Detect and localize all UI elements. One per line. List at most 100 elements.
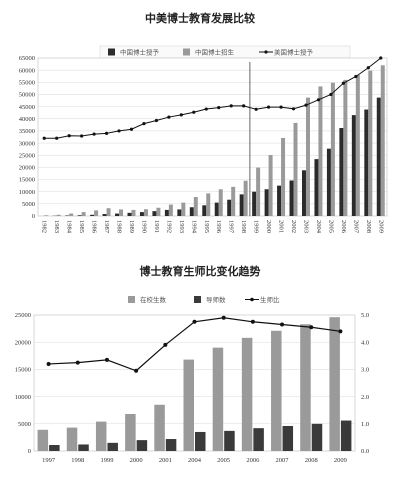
point-us-awarded [192, 110, 196, 114]
point-us-awarded [266, 105, 271, 109]
y-tick-label: 45000 [19, 104, 35, 111]
x-tick-label: 1999 [100, 457, 113, 464]
bar-supervisors [253, 428, 264, 451]
bar-cn-enrolled [380, 65, 385, 217]
bar-cn-enrolled [81, 212, 86, 216]
point-us-awarded [316, 98, 321, 102]
y-tick-label: 5000 [18, 421, 31, 428]
legend: 中国博士授予 中国博士招生 美国博士授予 [99, 45, 351, 59]
point-student-teacher-ratio [104, 357, 109, 362]
y-tick-label: 15000 [19, 177, 35, 184]
bar-students [212, 347, 224, 451]
x-tick-label: 2001 [159, 457, 172, 464]
bar-cn-awarded [90, 214, 95, 216]
x-tick-label: 1989 [128, 220, 135, 233]
bar-students [271, 330, 282, 451]
x-tick-label: 2006 [340, 220, 347, 234]
bar-cn-enrolled [256, 167, 261, 216]
x-tick-label: 2008 [305, 457, 318, 464]
point-student-teacher-ratio [163, 342, 168, 347]
legend-label: 生师比 [260, 295, 280, 304]
y-tick-label: 60000 [19, 67, 35, 74]
bar-supervisors [107, 442, 118, 451]
bar-cn-enrolled [131, 209, 136, 216]
bar-cn-awarded [339, 128, 344, 216]
y-tick-label: 50000 [19, 92, 35, 99]
bar-cn-enrolled [143, 209, 148, 216]
legend: 在校生数 导师数 生师比 [128, 295, 280, 304]
bar-cn-awarded [214, 202, 219, 216]
x-tick-label: 2005 [217, 457, 230, 464]
point-us-awarded [254, 107, 258, 111]
bar-cn-enrolled [106, 208, 111, 216]
legend-swatch [183, 48, 190, 56]
bar-cn-enrolled [181, 202, 186, 216]
bar-cn-enrolled [318, 86, 323, 216]
x-tick-label: 1993 [178, 220, 185, 233]
bar-cn-enrolled [206, 193, 211, 216]
point-us-awarded [104, 131, 109, 135]
bar-cn-enrolled [119, 209, 124, 216]
point-student-teacher-ratio [134, 368, 139, 373]
point-us-awarded [279, 105, 283, 109]
point-student-teacher-ratio [221, 315, 226, 320]
bar-cn-awarded [351, 115, 356, 216]
y-tick-label: 55000 [19, 80, 35, 87]
bar-cn-enrolled [231, 186, 236, 216]
x-tick-label: 2003 [302, 220, 309, 233]
bar-cn-enrolled [330, 82, 335, 216]
bar-cn-enrolled [281, 137, 286, 216]
x-tick-label: 2008 [365, 220, 372, 233]
x-tick-label: 2007 [352, 220, 359, 234]
point-us-awarded [242, 104, 246, 108]
bar-cn-enrolled [343, 79, 348, 216]
point-student-teacher-ratio [46, 361, 51, 366]
bar-cn-awarded [139, 212, 144, 216]
bar-cn-awarded [364, 109, 369, 216]
bar-cn-enrolled [305, 97, 310, 216]
y-tick-label: 20000 [19, 165, 35, 172]
x-tick-label: 1994 [190, 220, 197, 234]
legend-label: 中国博士授予 [120, 48, 160, 57]
bar-cn-enrolled [156, 207, 161, 216]
legend-swatch [194, 296, 201, 303]
y-tick-label: 10000 [19, 189, 35, 196]
legend-swatch [128, 296, 135, 303]
bar-cn-awarded [115, 213, 120, 216]
point-us-awarded [154, 118, 159, 123]
point-us-awarded [55, 136, 59, 140]
point-us-awarded [329, 92, 333, 97]
x-tick-label: 2004 [188, 457, 202, 464]
point-student-teacher-ratio [75, 360, 80, 365]
line-us-awarded [44, 57, 382, 139]
y2-tick-label: 1.0 [361, 421, 369, 428]
bar-students [95, 421, 107, 451]
y-tick-label: 20000 [15, 339, 31, 346]
bar-cn-awarded [239, 194, 244, 216]
bar-cn-awarded [164, 209, 169, 216]
bar-cn-enrolled [355, 75, 360, 216]
point-us-awarded [179, 113, 183, 117]
bar-cn-enrolled [218, 189, 223, 216]
point-us-awarded [217, 105, 221, 110]
point-us-awarded [67, 134, 71, 138]
y2-tick-label: 2.0 [361, 394, 369, 401]
bar-cn-enrolled [69, 213, 74, 216]
point-us-awarded [42, 136, 46, 140]
bar-cn-awarded [102, 214, 107, 216]
point-us-awarded [379, 56, 383, 60]
x-tick-label: 2006 [246, 457, 260, 464]
bar-cn-enrolled [193, 197, 198, 216]
bar-cn-awarded [376, 97, 381, 216]
x-tick-label: 2009 [334, 457, 347, 464]
point-student-teacher-ratio [280, 322, 285, 327]
y2-tick-label: 0.0 [361, 448, 369, 455]
point-student-teacher-ratio [192, 319, 197, 324]
bar-supervisors [165, 439, 177, 451]
y-tick-label: 0 [28, 448, 31, 455]
legend-label: 导师数 [206, 295, 226, 304]
x-tick-label: 2004 [315, 220, 322, 234]
legend-swatch [108, 48, 115, 56]
